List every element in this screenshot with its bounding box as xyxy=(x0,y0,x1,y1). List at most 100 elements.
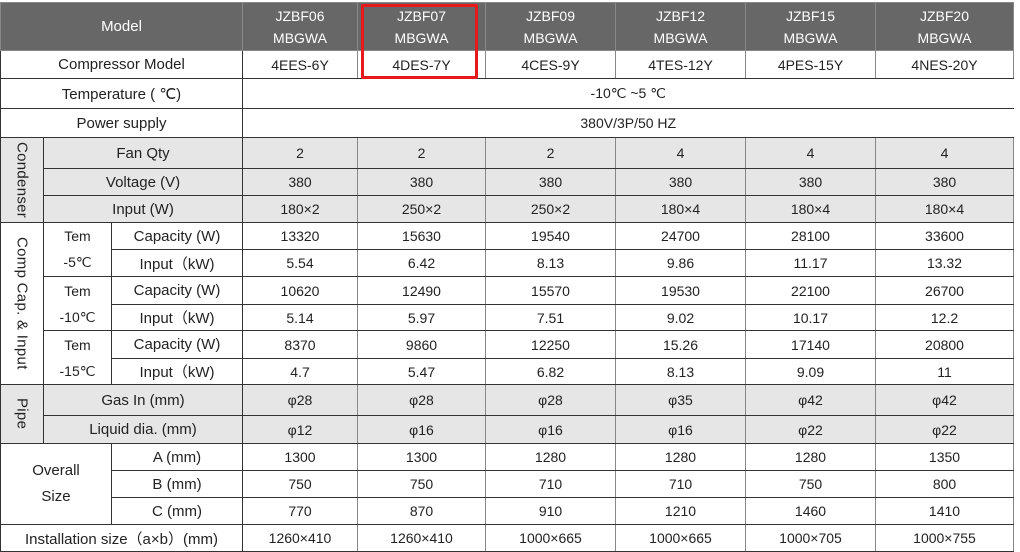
model-header-cell: JZBF20 MBGWA xyxy=(875,2,1014,51)
liquid-dia-cell: φ12 xyxy=(242,415,358,444)
size-a-cell: 1280 xyxy=(745,443,876,471)
cap-m15-cell: 20800 xyxy=(875,330,1014,359)
compressor-model-row: Compressor Model 4EES-6Y 4DES-7Y 4CES-9Y 4T… xyxy=(0,50,1014,79)
gas-in-cell: φ42 xyxy=(875,384,1014,416)
size-a-cell: 1300 xyxy=(242,443,358,471)
size-c-cell: 770 xyxy=(242,497,358,525)
input-m10-cell: 10.17 xyxy=(745,304,876,331)
input-m5-cell: 9.86 xyxy=(615,249,746,277)
input-m5-cell: 8.13 xyxy=(485,249,616,277)
cap-m15-cell: 12250 xyxy=(485,330,616,359)
installation-size-row: Installation size（a×b）(mm) 1260×410 1260×… xyxy=(0,524,1014,552)
model-name-line1: JZBF09 xyxy=(525,7,575,24)
model-name-line1: JZBF20 xyxy=(919,7,969,24)
power-supply-row: Power supply 380V/3P/50 HZ xyxy=(0,108,1014,138)
cap-m10-cell: 10620 xyxy=(242,276,358,305)
cap-m15-cell: 15.26 xyxy=(615,330,746,359)
compressor-model-cell: 4TES-12Y xyxy=(615,50,746,79)
input-m15-cell: 8.13 xyxy=(615,358,746,385)
cap-m5-cell: 24700 xyxy=(615,222,746,250)
gas-in-cell: φ42 xyxy=(745,384,876,416)
cap-m10-cell: 12490 xyxy=(357,276,486,305)
tem-m10-label: -10℃ xyxy=(43,304,112,331)
installation-size-cell: 1260×410 xyxy=(242,524,358,552)
capacity-label: Capacity (W) xyxy=(111,276,243,305)
overall-size-label: Overall Size xyxy=(0,443,112,525)
model-name-line2: MBGWA xyxy=(653,29,708,46)
liquid-dia-cell: φ16 xyxy=(357,415,486,444)
fan-input-label: Input (W) xyxy=(43,195,243,223)
input-kw-label: Input（kW) xyxy=(111,249,243,277)
liquid-dia-cell: φ22 xyxy=(745,415,876,444)
voltage-row: Voltage (V) 380 380 380 380 380 380 xyxy=(1,168,1014,196)
model-name-line1: JZBF07 xyxy=(396,7,446,24)
gas-in-cell: φ28 xyxy=(242,384,358,416)
model-name-line1: JZBF06 xyxy=(275,7,325,24)
liquid-dia-label: Liquid dia. (mm) xyxy=(43,415,243,444)
installation-size-cell: 1000×665 xyxy=(615,524,746,552)
liquid-dia-cell: φ16 xyxy=(615,415,746,444)
cap-m15-cell: 9860 xyxy=(357,330,486,359)
size-b-row: B (mm) 750 750 710 710 750 800 xyxy=(1,470,1014,498)
model-header-cell: JZBF12 MBGWA xyxy=(615,2,746,51)
gas-in-row: Pipe Gas In (mm) φ28 φ28 φ28 φ35 φ42 φ42 xyxy=(0,384,1014,444)
gas-in-label: Gas In (mm) xyxy=(43,384,243,416)
gas-in-cell: φ35 xyxy=(615,384,746,416)
input-m15-cell: 4.7 xyxy=(242,358,358,385)
cap-m15-cell: 17140 xyxy=(745,330,876,359)
a-mm-label: A (mm) xyxy=(111,443,243,471)
size-a-cell: 1280 xyxy=(485,443,616,471)
b-mm-label: B (mm) xyxy=(111,470,243,498)
installation-size-cell: 1000×705 xyxy=(745,524,876,552)
size-c-cell: 1210 xyxy=(615,497,746,525)
cap-m5-cell: 33600 xyxy=(875,222,1014,250)
input-m15-cell: 11 xyxy=(875,358,1014,385)
installation-size-label: Installation size（a×b）(mm) xyxy=(0,524,243,552)
size-c-cell: 1460 xyxy=(745,497,876,525)
input-m15-row: -15℃ Input（kW) 4.7 5.47 6.82 8.13 9.09 11 xyxy=(1,358,1014,385)
model-label: Model xyxy=(0,2,243,51)
model-name-line1: JZBF15 xyxy=(785,7,835,24)
input-m10-row: -10℃ Input（kW) 5.14 5.97 7.51 9.02 10.17 12.2 xyxy=(1,304,1014,331)
voltage-cell: 380 xyxy=(242,168,358,196)
compressor-model-cell: 4PES-15Y xyxy=(745,50,876,79)
input-m15-cell: 6.82 xyxy=(485,358,616,385)
gas-in-cell: φ28 xyxy=(357,384,486,416)
input-m5-cell: 11.17 xyxy=(745,249,876,277)
input-m10-cell: 9.02 xyxy=(615,304,746,331)
compressor-model-cell: 4EES-6Y xyxy=(242,50,358,79)
fan-qty-cell: 2 xyxy=(357,137,486,169)
cap-m5-cell: 19540 xyxy=(485,222,616,250)
capacity-m15-row: Tem Capacity (W) 8370 9860 12250 15.26 17140… xyxy=(1,330,1014,359)
input-m10-cell: 5.14 xyxy=(242,304,358,331)
model-header-cell: JZBF09 MBGWA xyxy=(485,2,616,51)
size-b-cell: 710 xyxy=(615,470,746,498)
cap-m5-cell: 28100 xyxy=(745,222,876,250)
installation-size-cell: 1000×665 xyxy=(485,524,616,552)
input-m15-cell: 9.09 xyxy=(745,358,876,385)
cap-m5-cell: 15630 xyxy=(357,222,486,250)
power-supply-label: Power supply xyxy=(0,108,243,138)
temperature-label: Temperature ( ℃) xyxy=(0,78,243,109)
size-b-cell: 800 xyxy=(875,470,1014,498)
compressor-model-cell: 4NES-20Y xyxy=(875,50,1014,79)
size-a-cell: 1300 xyxy=(357,443,486,471)
c-mm-label: C (mm) xyxy=(111,497,243,525)
input-m5-cell: 6.42 xyxy=(357,249,486,277)
model-header-cell: JZBF15 MBGWA xyxy=(745,2,876,51)
size-c-cell: 870 xyxy=(357,497,486,525)
voltage-cell: 380 xyxy=(615,168,746,196)
size-b-cell: 750 xyxy=(357,470,486,498)
cap-m10-cell: 26700 xyxy=(875,276,1014,305)
tem-label: Tem xyxy=(43,276,112,305)
capacity-label: Capacity (W) xyxy=(111,222,243,250)
model-name-line2: MBGWA xyxy=(273,29,327,46)
model-header-row: Model JZBF06 MBGWA JZBF07 MBGWA JZBF09 MBGWA J… xyxy=(0,2,1014,51)
size-b-cell: 750 xyxy=(745,470,876,498)
size-c-cell: 1410 xyxy=(875,497,1014,525)
input-kw-label: Input（kW) xyxy=(111,304,243,331)
installation-size-cell: 1260×410 xyxy=(357,524,486,552)
voltage-cell: 380 xyxy=(485,168,616,196)
temperature-range: -10℃ ~5 ℃ xyxy=(242,78,1014,109)
